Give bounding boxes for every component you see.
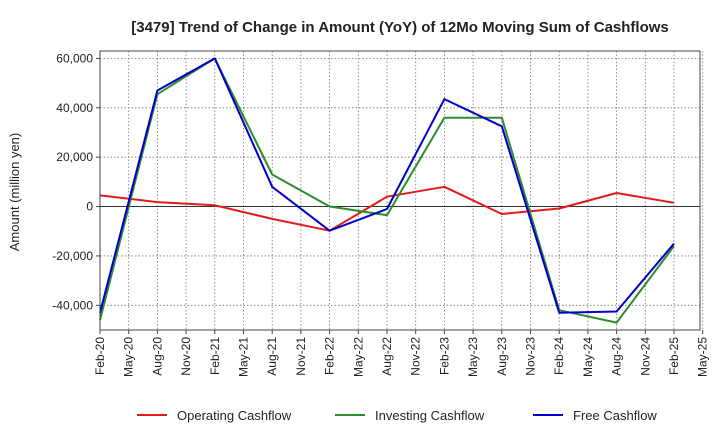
x-tick-label: Feb-21 <box>208 337 222 375</box>
y-tick-label: -20,000 <box>52 249 93 263</box>
x-tick-label: Nov-22 <box>409 337 423 376</box>
x-tick-label: Feb-25 <box>667 337 681 375</box>
x-tick-label: May-25 <box>696 337 710 377</box>
x-tick-label: Feb-22 <box>323 337 337 375</box>
chart-title: [3479] Trend of Change in Amount (YoY) o… <box>131 19 669 36</box>
x-tick-label: Nov-24 <box>638 337 652 376</box>
x-axis-ticks: Feb-20 May-20 Aug-20 Nov-20 Feb-21 May-21 Aug-… <box>93 330 710 377</box>
y-tick-label: 20,000 <box>56 150 93 164</box>
legend-item-operating-cashflow: Operating Cashflow <box>137 408 292 423</box>
x-tick-label: Aug-22 <box>380 337 394 376</box>
x-tick-label: May-24 <box>581 337 595 377</box>
legend-label: Investing Cashflow <box>375 408 485 423</box>
x-tick-label: Feb-20 <box>93 337 107 375</box>
x-tick-label: Nov-21 <box>294 337 308 376</box>
x-tick-label: Feb-23 <box>437 337 451 375</box>
x-tick-label: May-23 <box>466 337 480 377</box>
x-tick-label: Aug-20 <box>150 337 164 376</box>
series-line-investing-cashflow <box>99 57 675 324</box>
y-tick-label: -40,000 <box>52 298 93 312</box>
y-tick-label: 0 <box>86 200 93 214</box>
plot-frame <box>99 50 701 331</box>
y-axis-ticks: -40,000 -20,000 0 20,000 40,000 60,000 <box>52 51 100 312</box>
legend-item-free-cashflow: Free Cashflow <box>533 408 657 423</box>
x-tick-label: Nov-23 <box>524 337 538 376</box>
legend-label: Operating Cashflow <box>177 408 292 423</box>
series-lines <box>99 57 675 324</box>
x-tick-label: Aug-24 <box>610 337 624 376</box>
y-axis-label: Amount (million yen) <box>7 133 22 252</box>
legend-item-investing-cashflow: Investing Cashflow <box>335 408 485 423</box>
x-tick-label: May-22 <box>351 337 365 377</box>
x-tick-label: Aug-23 <box>495 337 509 376</box>
series-line-free-cashflow <box>99 57 675 314</box>
y-tick-label: 60,000 <box>56 51 93 65</box>
legend-label: Free Cashflow <box>573 408 657 423</box>
x-tick-label: Aug-21 <box>265 337 279 376</box>
legend: Operating Cashflow Investing Cashflow Free… <box>137 408 657 423</box>
y-tick-label: 40,000 <box>56 101 93 115</box>
x-tick-label: Nov-20 <box>179 337 193 376</box>
x-tick-label: May-20 <box>122 337 136 377</box>
x-tick-label: Feb-24 <box>552 337 566 375</box>
grid <box>99 51 704 330</box>
x-tick-label: May-21 <box>237 337 251 377</box>
series-line-operating-cashflow <box>99 185 675 232</box>
